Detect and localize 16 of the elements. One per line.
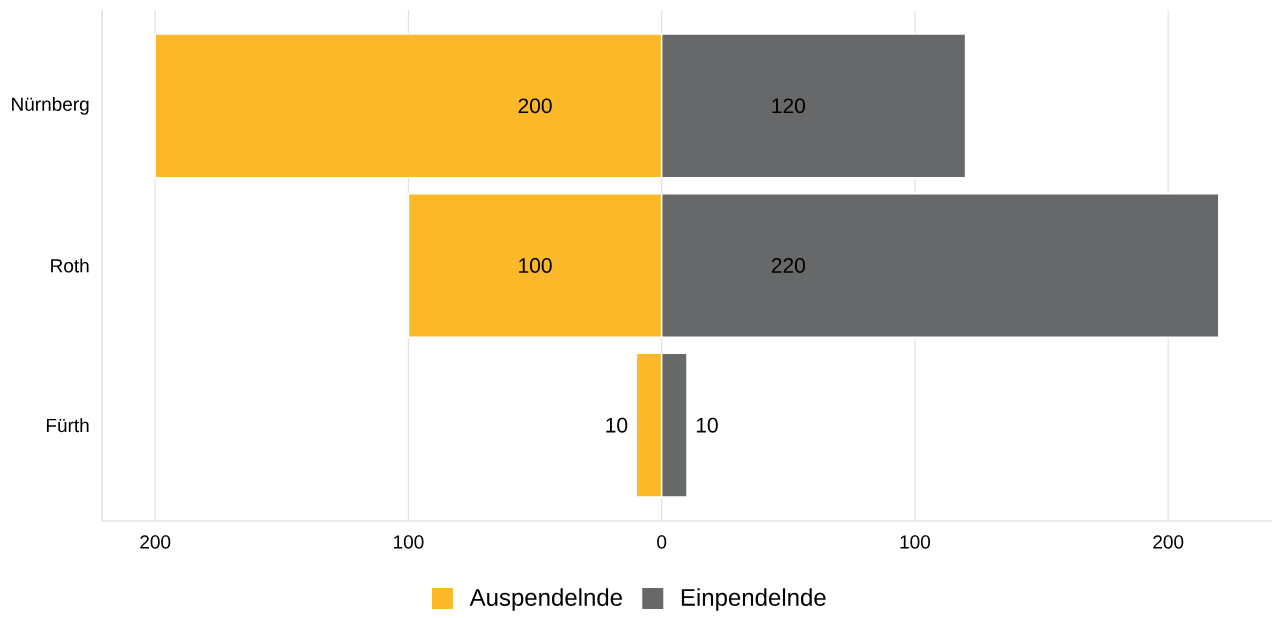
data-label: 220	[771, 258, 805, 273]
x-tick-label: 200	[1153, 535, 1184, 549]
data-label: 120	[772, 98, 805, 114]
data-label: 10	[606, 417, 628, 433]
x-tick-label: 0	[657, 535, 667, 549]
x-tick-label: 100	[900, 535, 931, 549]
x-tick-label: 200	[140, 535, 171, 549]
legend-label: Auspendelnde	[469, 588, 622, 611]
data-label: 100	[519, 258, 552, 273]
y-tick-label: Roth	[51, 258, 89, 273]
y-tick-label: Fürth	[46, 418, 89, 433]
y-tick-label: Nürnberg	[12, 96, 89, 115]
data-label: 10	[696, 417, 718, 433]
data-label: 200	[518, 98, 552, 114]
legend-label: Einpendelnde	[681, 588, 826, 611]
x-tick-label: 100	[394, 535, 424, 549]
